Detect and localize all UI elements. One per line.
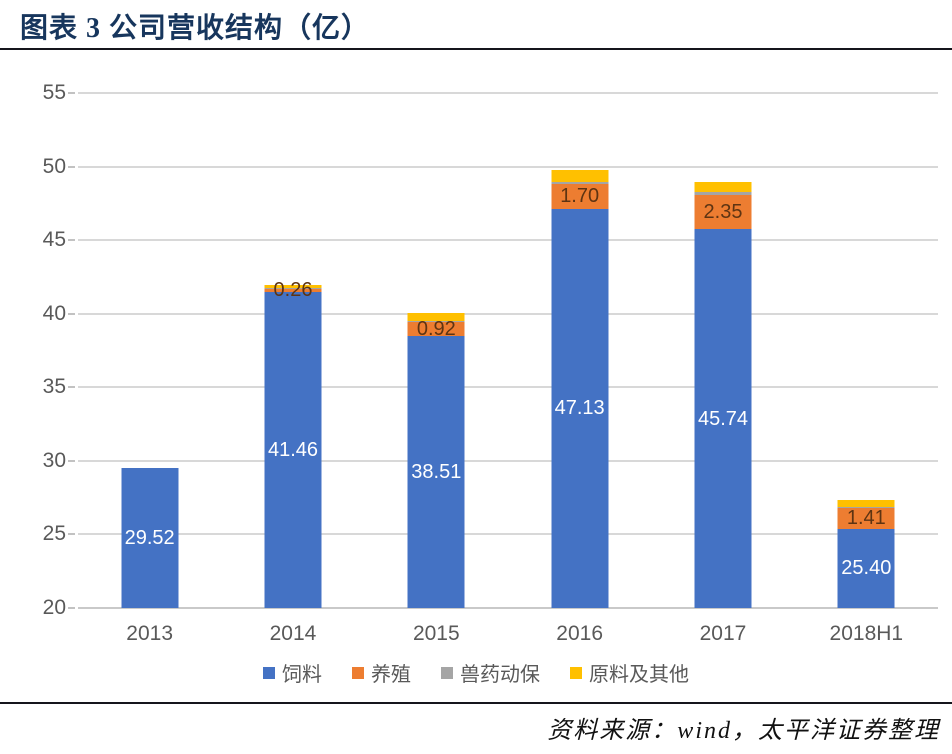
gridline-30 [78, 459, 938, 462]
data-label: 0.92 [416, 317, 456, 340]
legend-item: 养殖 [352, 658, 411, 687]
y-axis-tick [68, 533, 75, 536]
bar-segment [407, 313, 465, 322]
data-label: 38.51 [411, 460, 462, 483]
bar-segment [694, 229, 752, 608]
y-axis-tick [68, 239, 75, 242]
legend-label: 养殖 [371, 664, 411, 686]
legend-swatch-icon [570, 666, 582, 679]
bar-segment [837, 499, 895, 508]
bar-segment [837, 507, 895, 508]
bar-segment [264, 285, 322, 288]
data-label: 25.40 [841, 557, 892, 580]
data-source-note: 资料来源：wind，太平洋证券整理 [547, 718, 940, 744]
legend-label: 兽药动保 [460, 664, 540, 686]
gridline-40 [78, 312, 938, 315]
y-axis-tick [68, 386, 75, 389]
bar-segment [407, 322, 465, 336]
legend-item: 原料及其他 [570, 658, 689, 687]
data-label: 45.74 [697, 407, 749, 430]
data-label: 41.46 [267, 439, 319, 462]
data-label: 1.70 [560, 185, 600, 208]
y-axis-tick [68, 312, 75, 315]
bar-column-2013: 29.52 [78, 93, 221, 608]
data-label: 0.26 [273, 279, 313, 302]
y-axis-label-35: 35 [42, 375, 66, 399]
bar-segment [837, 528, 895, 608]
y-axis-label-55: 55 [42, 81, 66, 104]
bar-column-2015: 38.51 0.92 [365, 93, 508, 608]
bar-column-2016: 47.13 1.70 [508, 93, 651, 608]
gridline-55 [78, 92, 938, 94]
y-axis-tick [68, 92, 75, 94]
x-axis-label-2013: 2013 [126, 622, 174, 645]
y-axis-label-25: 25 [42, 522, 66, 546]
bar-segment [407, 335, 465, 608]
gridline-20 [78, 607, 938, 609]
bar-segment [264, 292, 322, 608]
data-label: 29.52 [124, 526, 175, 549]
x-axis-label-2014: 2014 [269, 622, 317, 645]
y-axis-tick [68, 607, 75, 609]
bar-segment [694, 194, 752, 230]
y-axis-tick [68, 165, 75, 168]
stacked-bar-2016: 47.13 1.70 [551, 93, 609, 608]
bar-segment [264, 288, 322, 293]
y-axis-label-40: 40 [42, 301, 66, 325]
bar-column-2014: 41.46 0.26 [221, 93, 364, 608]
gridline-50 [78, 165, 938, 168]
y-axis-label-30: 30 [42, 448, 66, 472]
bar-segment [551, 208, 609, 608]
title-divider-line [0, 48, 952, 50]
y-axis-tick [68, 459, 75, 462]
bar-segment [694, 192, 752, 195]
stacked-bar-2018H1: 25.40 1.41 [837, 93, 895, 608]
bar-segment [264, 287, 322, 289]
plot-area: 20 25 30 35 40 45 50 55 29.52 41.46 0.26 38.51 0.92 4… [43, 82, 938, 619]
bar-segment [694, 182, 752, 193]
legend-swatch-icon [263, 666, 275, 679]
bar-segment [551, 170, 609, 183]
y-axis-label-50: 50 [42, 154, 66, 178]
stacked-bar-chart: 20 25 30 35 40 45 50 55 29.52 41.46 0.26 38.51 0.92 4… [0, 58, 952, 698]
legend-item: 兽药动保 [441, 658, 540, 687]
chart-legend: 饲料 养殖 兽药动保 原料及其他 [0, 658, 952, 687]
legend-swatch-icon [441, 666, 453, 679]
legend-label: 原料及其他 [589, 664, 689, 686]
legend-swatch-icon [352, 666, 364, 679]
data-label: 2.35 [703, 200, 743, 223]
stacked-bar-2013: 29.52 [121, 93, 179, 608]
data-label: 1.41 [846, 507, 886, 530]
bar-segment [407, 321, 465, 323]
x-axis-label-2016: 2016 [556, 622, 604, 645]
bar-segment [121, 467, 179, 608]
bar-segment [837, 507, 895, 529]
chart-title: 图表 3 公司营收结构（亿） [20, 13, 371, 44]
x-axis-label-2018H1: 2018H1 [829, 622, 904, 645]
gridline-25 [78, 533, 938, 536]
footer-divider-line [0, 702, 952, 704]
y-axis-label-20: 20 [42, 596, 66, 619]
x-axis-label-2015: 2015 [412, 622, 460, 645]
stacked-bar-2015: 38.51 0.92 [407, 93, 465, 608]
legend-label: 饲料 [282, 664, 322, 686]
legend-item: 饲料 [263, 658, 322, 687]
x-axis-label-2017: 2017 [699, 622, 747, 645]
bar-column-2018H1: 25.40 1.41 [795, 93, 938, 608]
bar-segment [551, 183, 609, 209]
y-axis-label-45: 45 [42, 228, 66, 252]
gridline-35 [78, 386, 938, 389]
bar-column-2017: 45.74 2.35 [651, 93, 794, 608]
gridline-45 [78, 239, 938, 242]
stacked-bar-2014: 41.46 0.26 [264, 93, 322, 608]
stacked-bar-2017: 45.74 2.35 [694, 93, 752, 608]
data-label: 47.13 [554, 397, 605, 420]
bar-segment [551, 182, 609, 184]
